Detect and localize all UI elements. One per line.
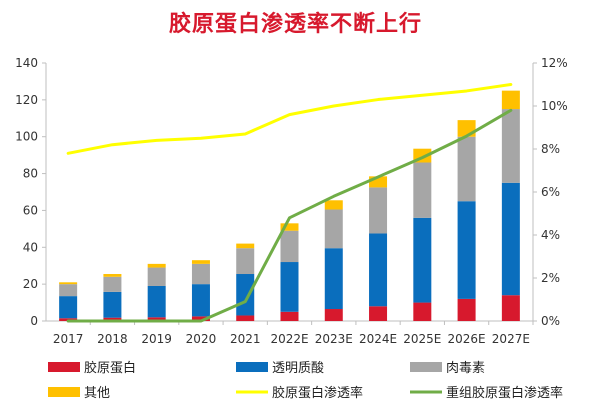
bar-segment [191,316,210,321]
series-line [66,83,513,155]
y-left-tick-label: 60 [23,203,38,217]
bar-segment [324,200,343,210]
bar-segment [501,182,520,296]
bar-segment [59,284,78,297]
bar-segment [501,90,520,110]
lines-layer [66,83,513,323]
y-left-tick-label: 140 [15,56,38,70]
x-tick-label: 2018 [97,332,128,346]
y-right-tick-label: 12% [541,56,568,70]
bar-segment [369,306,388,321]
bar-segment [147,263,166,268]
x-tick-label: 2021 [230,332,261,346]
bar-segment [59,296,78,319]
legend-label: 肉毒素 [446,361,485,376]
bar-segment [236,248,255,275]
bar-segment [457,201,476,299]
y-left-tick-label: 120 [15,93,38,107]
x-tick-label: 2022E [270,332,308,346]
bar-segment [191,263,210,285]
bar-segment [280,262,299,312]
bar-segment [369,187,388,234]
bar-segment [103,317,122,321]
axes-layer: 0 20 40 60 80 100 120 140 0% 2% 4% 6% 8% 10% 12% 2017 20… [15,56,568,346]
y-right-tick-label: 6% [541,185,560,199]
bars-layer [59,90,520,321]
bar-segment [369,176,388,188]
bar-segment [103,274,122,277]
x-tick-label: 2024E [359,332,397,346]
bar-segment [236,315,255,321]
legend-swatch [48,387,80,397]
legend-label: 透明质酸 [272,361,324,376]
bar-segment [147,285,166,318]
bar-segment [236,243,255,249]
bar-segment [324,209,343,249]
bar-segment [191,260,210,264]
bar-segment [280,223,299,231]
bar-segment [147,267,166,286]
bar-segment [280,311,299,321]
bar-segment [280,230,299,263]
chart-title: 胶原蛋白渗透率不断上行 [168,12,422,37]
legend-swatch [48,362,80,372]
bar-segment [501,109,520,183]
legend-label: 重组胶原蛋白渗透率 [446,385,563,401]
bar-segment [324,248,343,310]
x-tick-label: 2023E [315,332,353,346]
y-right-tick-label: 4% [541,228,560,242]
y-right-tick-label: 10% [541,99,568,113]
bar-segment [147,317,166,321]
bar-segment [413,217,432,303]
x-tick-label: 2025E [403,332,441,346]
bar-segment [59,282,78,285]
y-left-tick-label: 100 [15,130,38,144]
bar-segment [369,233,388,307]
bar-segment [191,284,210,317]
bar-segment [457,120,476,137]
legend-swatch [410,362,442,372]
bar-segment [236,274,255,316]
bar-segment [103,276,122,292]
x-tick-label: 2026E [448,332,486,346]
bar-segment [413,302,432,321]
legend-label: 胶原蛋白渗透率 [272,385,363,401]
legend-swatch [236,362,268,372]
y-left-tick-label: 20 [23,277,38,291]
x-tick-label: 2027E [492,332,530,346]
bar-segment [103,291,122,318]
bar-segment [457,136,476,202]
bar-segment [501,295,520,321]
legend-label: 胶原蛋白 [84,360,136,376]
x-tick-label: 2019 [141,332,172,346]
y-right-tick-label: 0% [541,314,560,328]
y-right-tick-label: 2% [541,271,560,285]
y-left-tick-label: 0 [30,314,38,328]
bar-segment [413,162,432,218]
legend-label: 其他 [84,386,110,401]
x-tick-label: 2017 [53,332,84,346]
series-line [66,108,513,323]
y-left-tick-label: 40 [23,240,38,254]
bar-segment [324,309,343,321]
bar-segment [457,298,476,321]
x-tick-label: 2020 [186,332,217,346]
y-right-tick-label: 8% [541,142,560,156]
y-left-tick-label: 80 [23,167,38,181]
